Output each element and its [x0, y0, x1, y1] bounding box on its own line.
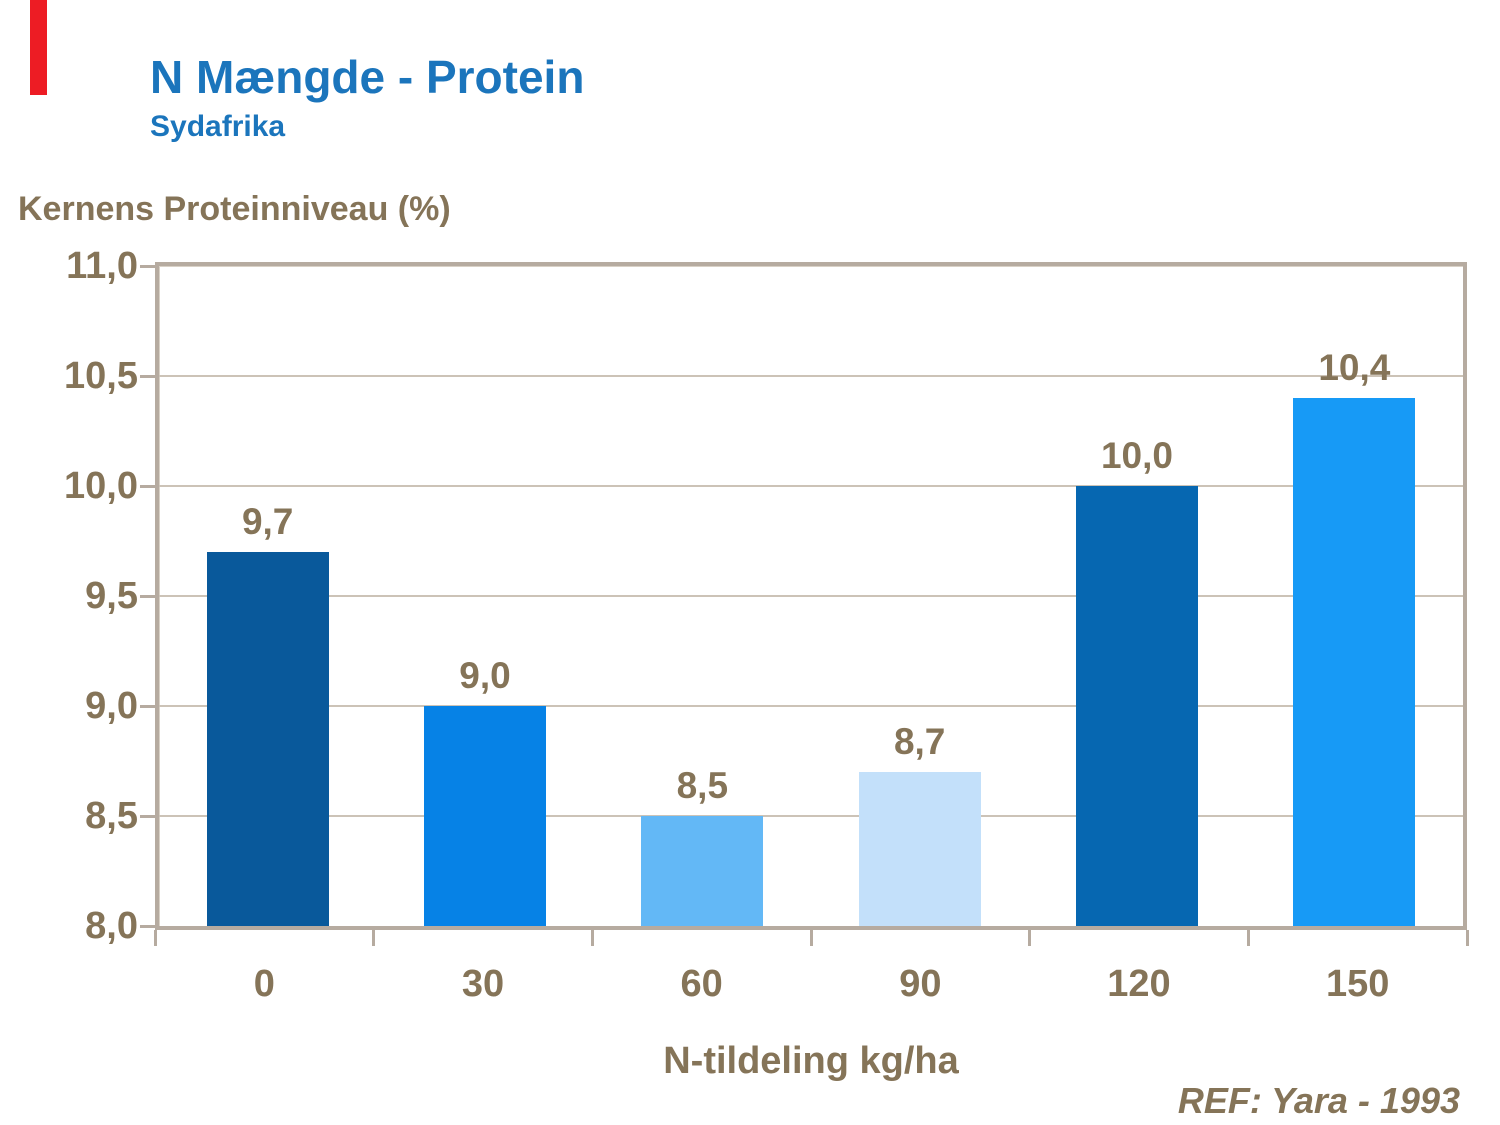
- y-axis-tick: [140, 264, 155, 268]
- gridline: [159, 705, 1463, 707]
- gridline: [159, 815, 1463, 817]
- y-axis-tick-label: 9,0: [85, 685, 138, 727]
- bar-value-label: 9,0: [459, 655, 511, 696]
- gridline: [159, 595, 1463, 597]
- bar-value-label: 8,5: [676, 765, 729, 806]
- bar-value-label: 8,7: [893, 721, 946, 762]
- y-axis-tick: [140, 484, 155, 488]
- bar-value-label: 10,0: [1100, 435, 1173, 476]
- y-axis-tick: [140, 374, 155, 378]
- y-axis-tick-label: 10,0: [64, 465, 138, 507]
- x-axis-tick: [809, 930, 813, 946]
- bar: [1076, 486, 1198, 926]
- chart-subtitle: Sydafrika: [150, 110, 286, 143]
- y-axis-tick-label: 9,5: [85, 575, 138, 617]
- y-axis-tick-label: 10,5: [64, 355, 138, 397]
- bar-value-label: 10,4: [1318, 347, 1391, 388]
- y-axis-tick-label: 11,0: [66, 245, 138, 287]
- x-axis-tick-label: 30: [461, 963, 505, 1005]
- bar: [424, 706, 546, 926]
- y-axis-tick-label: 8,5: [85, 795, 138, 837]
- chart-title: N Mængde - Protein: [150, 51, 585, 103]
- y-axis-tick: [140, 704, 155, 708]
- x-axis-tick: [153, 930, 157, 946]
- x-axis-title: N-tildeling kg/ha: [663, 1040, 959, 1082]
- y-axis-tick-label: 8,0: [85, 905, 138, 947]
- x-axis-tick: [372, 930, 376, 946]
- gridline: [159, 375, 1463, 377]
- gridline: [159, 485, 1463, 487]
- x-axis-tick: [1246, 930, 1250, 946]
- y-axis-title: Kernens Proteinniveau (%): [18, 190, 451, 228]
- x-axis-tick-label: 90: [899, 963, 942, 1005]
- plot-area: 9,7 9,0 8,5 8,7 10,0 10,4: [155, 262, 1467, 930]
- bar: [1293, 398, 1416, 926]
- x-axis-tick: [590, 930, 594, 946]
- x-axis-tick-label: 0: [253, 963, 275, 1005]
- bar: [858, 772, 981, 926]
- y-axis-tick: [140, 814, 155, 818]
- bar: [641, 816, 764, 926]
- x-axis-tick-label: 150: [1325, 963, 1390, 1005]
- bar: [206, 552, 329, 926]
- x-axis-tick-label: 120: [1107, 963, 1171, 1005]
- reference-footnote: REF: Yara - 1993: [1177, 1080, 1460, 1121]
- y-axis-tick: [140, 924, 155, 928]
- x-axis-tick: [1465, 930, 1469, 946]
- bar-value-label: 9,7: [241, 501, 294, 542]
- x-axis-tick: [1028, 930, 1032, 946]
- y-axis-tick: [140, 594, 155, 598]
- x-axis-tick-label: 60: [680, 963, 723, 1005]
- red-accent-stripe: [30, 0, 47, 95]
